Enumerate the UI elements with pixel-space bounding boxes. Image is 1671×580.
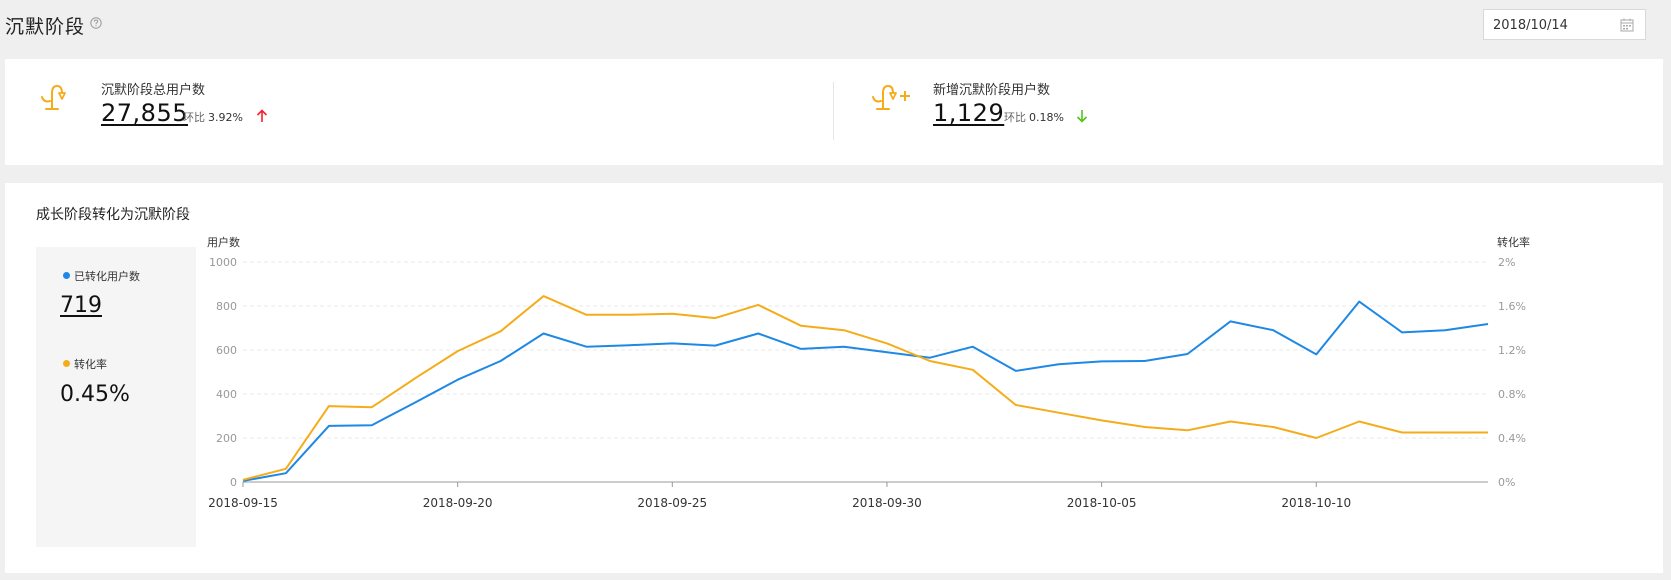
lamp-plus-icon <box>872 84 910 110</box>
y-axis-title-left: 用户数 <box>207 235 240 249</box>
arrow-down-icon <box>1076 110 1088 123</box>
y-tick-label-left: 800 <box>216 300 237 313</box>
summary-panel: 已转化用户数 719 转化率 0.45% <box>36 247 196 547</box>
date-picker[interactable]: 2018/10/14 <box>1483 9 1646 40</box>
y-tick-label-left: 400 <box>216 388 237 401</box>
y-tick-label-right: 1.6% <box>1498 300 1526 313</box>
stat-label: 沉默阶段总用户数 <box>101 83 206 98</box>
y-axis-title-right: 转化率 <box>1497 235 1530 249</box>
stat-compare: 环比 0.18% <box>1004 109 1064 125</box>
stat-value[interactable]: 27,855 <box>101 99 188 127</box>
stats-divider <box>833 82 834 140</box>
stats-card: 沉默阶段总用户数 27,855 环比 3.92% 新增沉默阶段用户数 1,129 … <box>5 59 1663 165</box>
x-tick-label: 2018-09-25 <box>637 496 707 510</box>
legend-label: 已转化用户数 <box>74 270 140 283</box>
line-chart: 0 0% 200 0.4% 400 0.8% 600 1.2% 800 1.6% 1000 2% 用户数… <box>207 235 1530 510</box>
x-tick-label: 2018-09-20 <box>423 496 493 510</box>
x-tick-label: 2018-09-15 <box>208 496 278 510</box>
compare-label: 环比 <box>183 111 205 124</box>
series-line-converted-users <box>242 300 1489 482</box>
y-tick-label-right: 0.8% <box>1498 388 1526 401</box>
compare-pct: 0.18% <box>1029 111 1064 124</box>
chart-card: 成长阶段转化为沉默阶段 已转化用户数 719 转化率 0.45% 0 0% 200 0… <box>5 183 1663 573</box>
compare-label: 环比 <box>1004 111 1026 124</box>
page-title: 沉默阶段 <box>5 16 86 38</box>
legend-dot-blue <box>63 272 70 279</box>
y-tick-label-left: 1000 <box>209 256 237 269</box>
legend-label: 转化率 <box>74 358 107 371</box>
y-tick-label-left: 200 <box>216 432 237 445</box>
y-tick-label-right: 0% <box>1498 476 1515 489</box>
legend-conversion-rate: 转化率 <box>63 356 107 372</box>
stat-compare: 环比 3.92% <box>183 109 243 125</box>
x-tick-label: 2018-09-30 <box>852 496 922 510</box>
page-header: 沉默阶段 2018/10/14 <box>0 0 1671 58</box>
arrow-up-icon <box>256 109 268 122</box>
stat-total-silent-users: 沉默阶段总用户数 27,855 环比 3.92% <box>5 59 833 165</box>
stat-value[interactable]: 1,129 <box>933 99 1005 127</box>
date-picker-value: 2018/10/14 <box>1493 18 1568 33</box>
stat-new-silent-users: 新增沉默阶段用户数 1,129 环比 0.18% <box>834 59 1663 165</box>
y-tick-label-right: 0.4% <box>1498 432 1526 445</box>
legend-dot-orange <box>63 360 70 367</box>
lamp-icon <box>41 84 66 110</box>
x-tick-label: 2018-10-05 <box>1067 496 1137 510</box>
x-tick-label: 2018-10-10 <box>1281 496 1351 510</box>
series-line-conversion-rate <box>242 295 1488 481</box>
calendar-icon <box>1620 18 1634 32</box>
y-tick-label-left: 600 <box>216 344 237 357</box>
legend-converted-users: 已转化用户数 <box>63 268 140 284</box>
converted-users-value[interactable]: 719 <box>60 293 102 318</box>
y-tick-label-right: 1.2% <box>1498 344 1526 357</box>
question-circle-icon[interactable] <box>90 17 102 29</box>
chart-title: 成长阶段转化为沉默阶段 <box>36 207 190 223</box>
stat-label: 新增沉默阶段用户数 <box>933 83 1051 98</box>
compare-pct: 3.92% <box>208 111 243 124</box>
y-tick-label-left: 0 <box>230 476 237 489</box>
y-tick-label-right: 2% <box>1498 256 1515 269</box>
conversion-rate-value: 0.45% <box>60 382 130 407</box>
